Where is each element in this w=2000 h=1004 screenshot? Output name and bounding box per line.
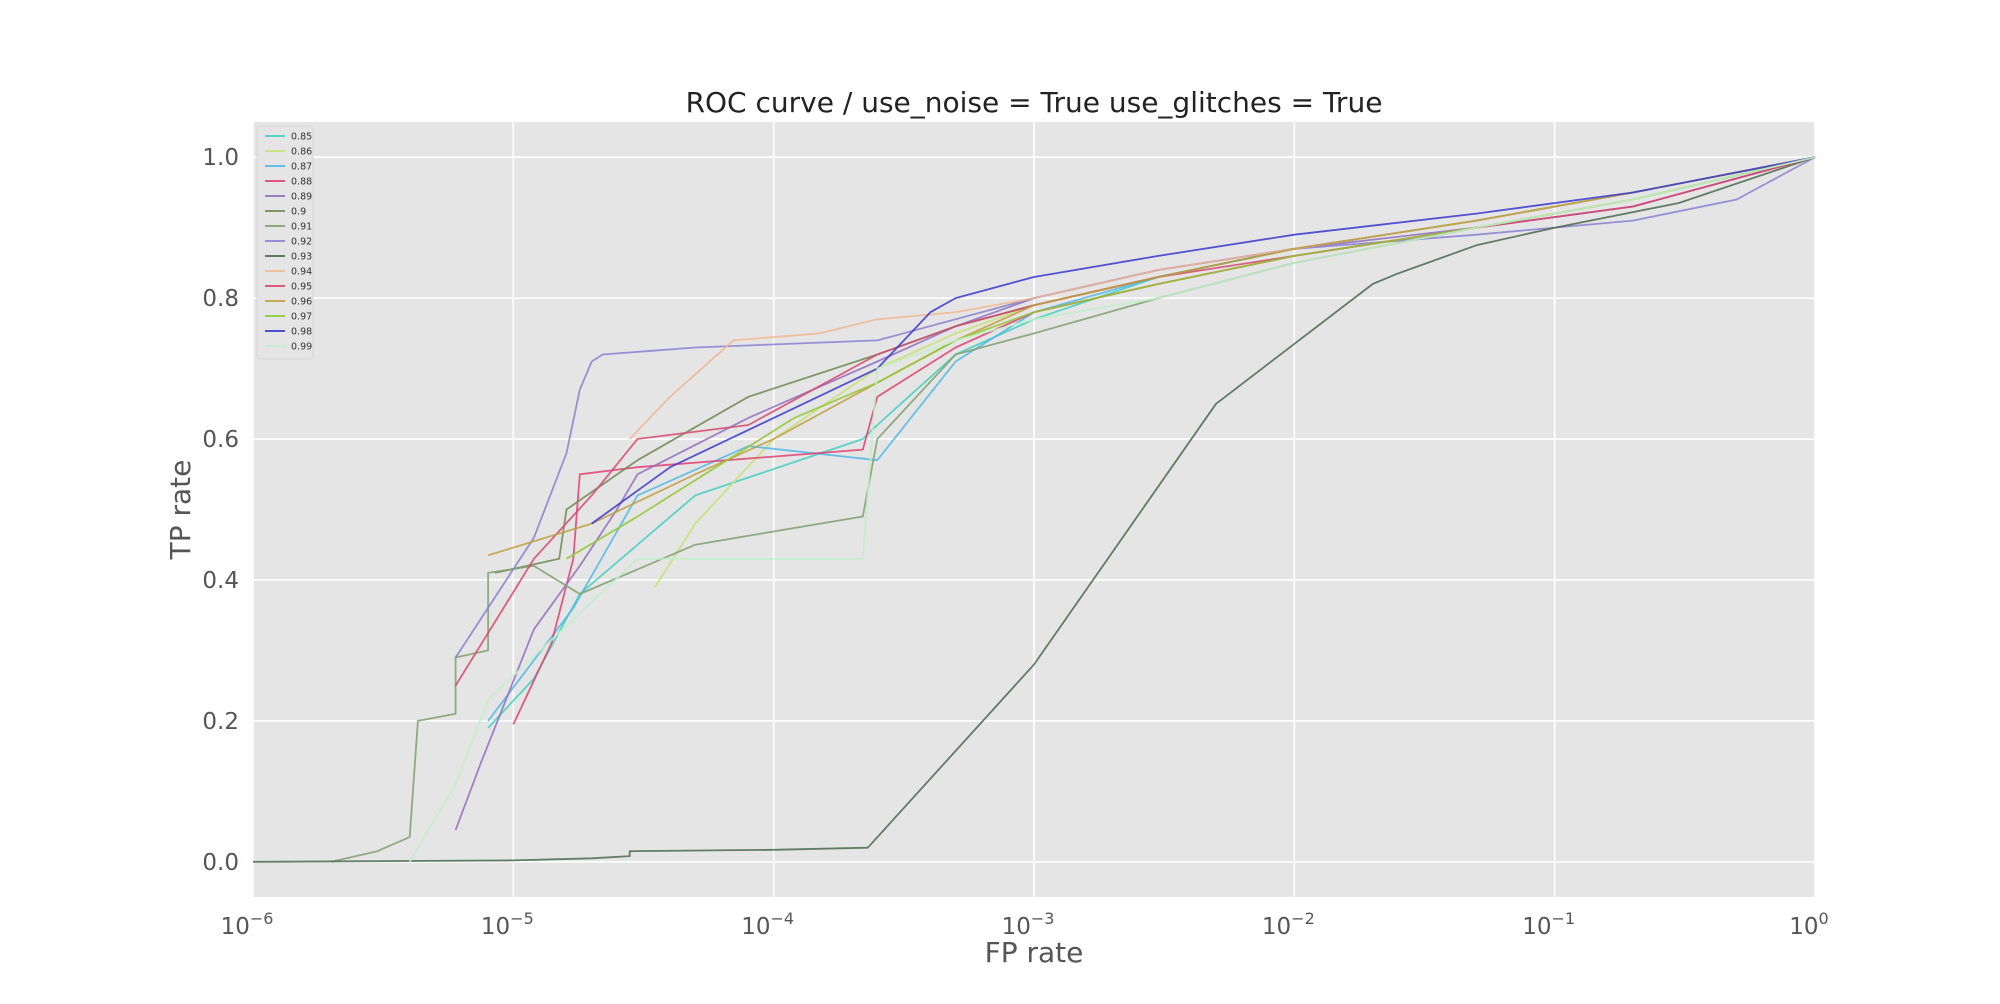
y-tick-label: 1.0 <box>202 145 239 171</box>
y-axis-label: TP rate <box>164 460 197 561</box>
x-tick-label: 10−2 <box>1262 909 1315 940</box>
x-tick-label: 10−4 <box>741 909 794 940</box>
legend-label: 0.86 <box>291 147 312 158</box>
legend-label: 0.9 <box>291 207 306 218</box>
y-tick-label: 0.2 <box>202 709 239 735</box>
x-tick-label: 10−6 <box>221 909 274 940</box>
series-line <box>487 156 1816 557</box>
x-tick-base: 10 <box>1789 914 1818 940</box>
x-tick-label: 100 <box>1789 909 1828 940</box>
x-tick-exponent: −6 <box>250 909 274 928</box>
series-line <box>252 156 1816 863</box>
x-tick-base: 10 <box>481 914 510 940</box>
x-tick-exponent: 0 <box>1819 909 1829 928</box>
y-tick-label: 0.0 <box>202 850 239 876</box>
x-tick-base: 10 <box>1522 914 1551 940</box>
legend-label: 0.99 <box>291 342 312 353</box>
series-line <box>591 156 1816 525</box>
x-tick-base: 10 <box>741 914 770 940</box>
legend-label: 0.88 <box>291 177 312 188</box>
y-tick-label: 0.6 <box>202 427 239 453</box>
x-tick-label: 10−5 <box>481 909 534 940</box>
x-tick-base: 10 <box>1002 914 1031 940</box>
legend-label: 0.97 <box>291 312 312 323</box>
x-tick-exponent: −2 <box>1291 909 1315 928</box>
chart-title: ROC curve / use_noise = True use_glitche… <box>686 86 1383 119</box>
legend-label: 0.96 <box>291 297 312 308</box>
series-lines <box>252 156 1816 863</box>
tick-labels: 10−6 10−5 10−4 10−3 10−2 10−1 1000.00.20.40.60… <box>202 145 1828 940</box>
x-tick-exponent: −4 <box>771 909 795 928</box>
x-axis-label: FP rate <box>985 936 1084 969</box>
legend-label: 0.85 <box>291 132 312 143</box>
legend-label: 0.91 <box>291 222 312 233</box>
grid <box>252 122 1816 897</box>
x-tick-label: 10−3 <box>1002 909 1055 940</box>
x-tick-base: 10 <box>221 914 250 940</box>
legend-label: 0.95 <box>291 282 312 293</box>
x-tick-exponent: −1 <box>1552 909 1576 928</box>
series-line <box>408 156 1816 863</box>
legend: 0.85 0.86 0.87 0.88 0.89 0.9 0.91 0.92 0.93 0.94 0… <box>256 125 314 360</box>
x-tick-label: 10−1 <box>1522 909 1575 940</box>
legend-label: 0.94 <box>291 267 312 278</box>
legend-label: 0.93 <box>291 252 312 263</box>
x-tick-base: 10 <box>1262 914 1291 940</box>
y-tick-label: 0.4 <box>202 568 239 594</box>
legend-label: 0.98 <box>291 327 312 338</box>
legend-label: 0.92 <box>291 237 312 248</box>
series-line <box>454 156 1816 831</box>
x-tick-exponent: −3 <box>1031 909 1055 928</box>
legend-label: 0.89 <box>291 192 312 203</box>
y-tick-label: 0.8 <box>202 286 239 312</box>
x-tick-exponent: −5 <box>510 909 534 928</box>
legend-label: 0.87 <box>291 162 312 173</box>
